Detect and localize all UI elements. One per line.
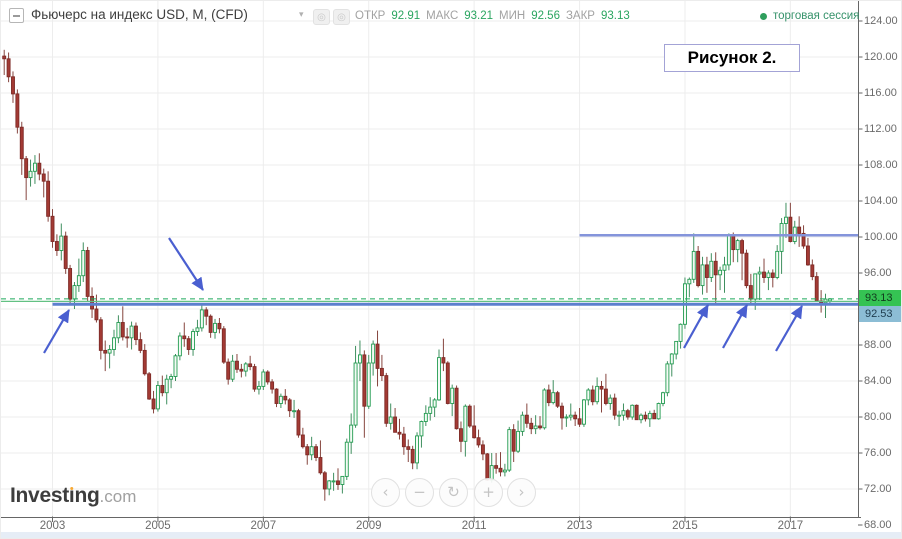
close-value: 93.13 [600, 10, 630, 22]
chart-snapshot-icon[interactable]: ◎ [313, 9, 330, 25]
ohlc-readout: ОТКР 92.91 МАКС 93.21 МИН 92.56 ЗАКР 93.… [355, 10, 630, 22]
y-axis-label: 84.00 [864, 374, 892, 387]
instrument-title[interactable]: Фьючерс на индекс USD, M, (CFD) [31, 7, 248, 22]
drawn-lines[interactable] [1, 233, 858, 306]
y-axis-label: 108.00 [864, 158, 898, 171]
collapse-panel-icon[interactable] [9, 8, 24, 23]
candles [2, 49, 832, 501]
legend-label: торговая сессия [773, 10, 860, 22]
x-axis-label: 2003 [39, 520, 66, 532]
y-axis-label: 76.00 [864, 446, 892, 459]
reset-view-button[interactable]: ↻ [439, 478, 468, 507]
logo-brand-part2: ng [74, 484, 100, 507]
minus-glyph [13, 14, 20, 17]
zoom-out-button[interactable]: − [405, 478, 434, 507]
open-label: ОТКР [355, 10, 386, 22]
y-axis-label: 112.00 [864, 122, 897, 135]
support-price-badge: 92.53 [859, 306, 901, 322]
x-axis-label: 2005 [145, 520, 171, 532]
chart-settings-icon[interactable]: ◎ [333, 9, 350, 25]
close-label: ЗАКР [565, 10, 595, 22]
pan-left-button[interactable]: ‹ [371, 478, 400, 507]
series-legend: торговая сессия [760, 10, 859, 22]
current-price-badge: 93.13 [859, 290, 901, 306]
logo-suffix: .com [99, 487, 137, 506]
y-axis-label: 88.00 [864, 338, 892, 351]
x-axis-label: 2011 [461, 520, 487, 532]
open-value: 92.91 [391, 10, 421, 22]
legend-dot-icon [760, 12, 767, 20]
x-axis-label: 2017 [777, 520, 804, 532]
x-axis-label: 2015 [672, 520, 698, 532]
y-axis-label: 72.00 [864, 482, 892, 495]
y-axis-label: 116.00 [864, 86, 897, 99]
x-axis-label: 2007 [250, 520, 277, 532]
x-axis-label: 2009 [355, 520, 382, 532]
logo-orange-dot-i: ı [68, 484, 75, 507]
chevron-down-icon[interactable]: ▾ [299, 10, 304, 20]
zoom-in-button[interactable]: + [474, 478, 503, 507]
y-axis-label: 96.00 [864, 266, 892, 279]
y-axis-label: 120.00 [864, 50, 898, 63]
low-value: 92.56 [531, 10, 560, 22]
figure-caption-box: Рисунок 2. [664, 44, 800, 72]
high-label: МАКС [426, 10, 459, 22]
y-axis-label: 68.00 [864, 518, 892, 531]
y-axis-label: 124.00 [864, 14, 898, 27]
y-axis-label: 80.00 [864, 410, 892, 423]
bottom-strip [1, 532, 901, 538]
axes [1, 1, 863, 526]
y-axis-label: 100.00 [864, 230, 898, 243]
y-axis-label: 104.00 [864, 194, 898, 207]
x-axis-label: 2013 [566, 520, 593, 532]
logo-brand-part1: Invest [10, 484, 69, 507]
investing-logo: Investıng.com [10, 484, 136, 508]
arrow-annotations[interactable] [43, 237, 803, 354]
pan-right-button[interactable]: › [507, 478, 536, 507]
high-value: 93.21 [464, 10, 494, 22]
low-label: МИН [499, 10, 526, 22]
